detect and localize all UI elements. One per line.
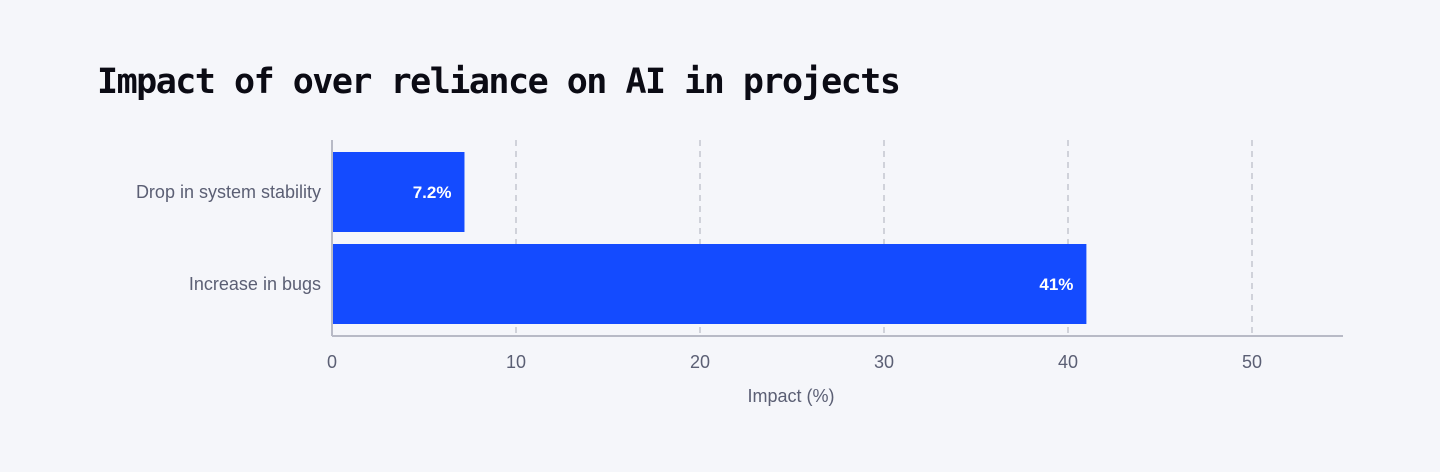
- bars: [332, 152, 1087, 324]
- x-axis: [331, 140, 1343, 337]
- bar-value-labels: 7.2% 41%: [413, 183, 1074, 294]
- x-tick-label-20: 20: [690, 352, 710, 372]
- x-tick-label-40: 40: [1058, 352, 1078, 372]
- bar-value-label-1: 7.2%: [413, 183, 452, 202]
- x-tick-label-50: 50: [1242, 352, 1262, 372]
- bar-2: [332, 244, 1087, 324]
- x-tick-label-0: 0: [327, 352, 337, 372]
- x-tick-label-30: 30: [874, 352, 894, 372]
- category-label-1: Drop in system stability: [136, 182, 321, 202]
- x-tick-label-10: 10: [506, 352, 526, 372]
- category-label-2: Increase in bugs: [189, 274, 321, 294]
- bar-1: [332, 152, 465, 232]
- bar-value-label-2: 41%: [1039, 275, 1073, 294]
- chart-title: Impact of over reliance on AI in project…: [97, 62, 901, 102]
- x-axis-title: Impact (%): [747, 386, 834, 406]
- x-tick-labels: 0 10 20 30 40 50: [327, 352, 1262, 372]
- category-labels: Drop in system stability Increase in bugs: [136, 182, 321, 294]
